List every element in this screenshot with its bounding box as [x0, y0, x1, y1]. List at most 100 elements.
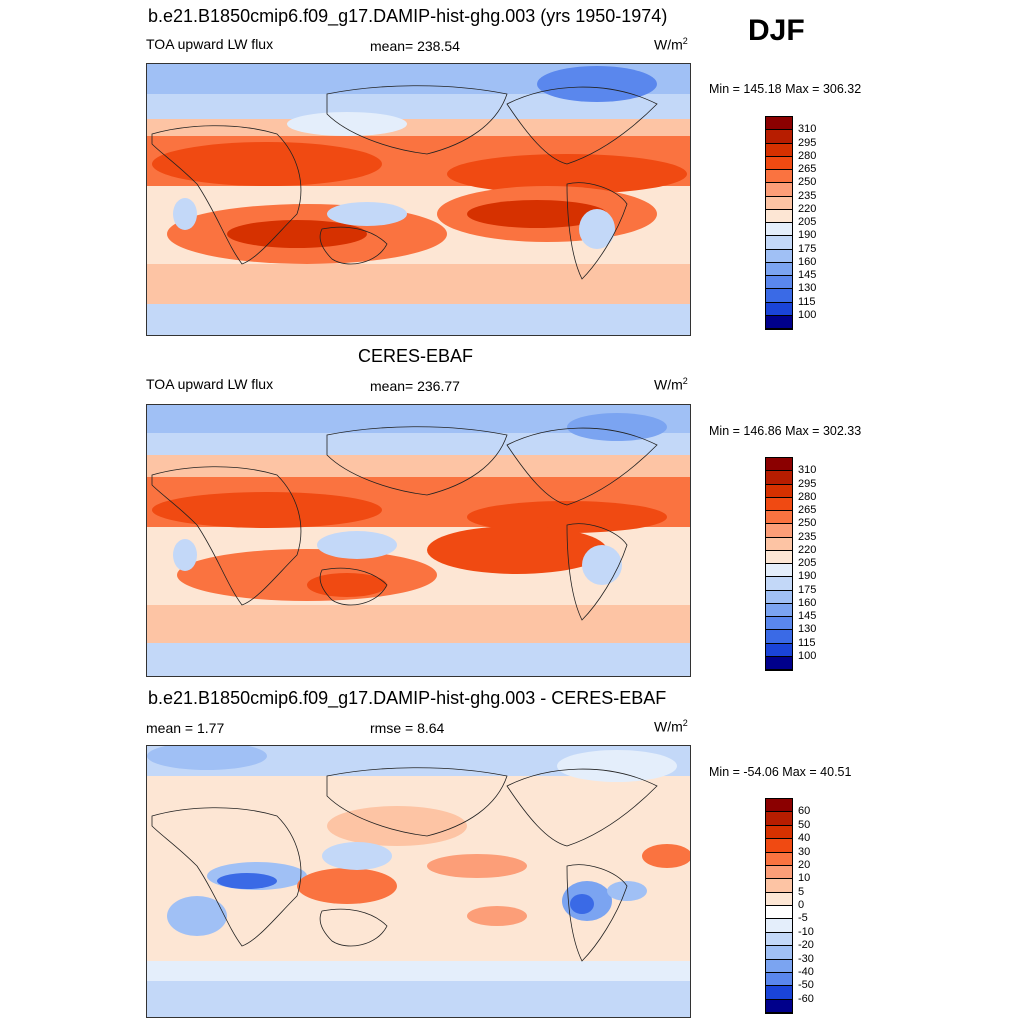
colorbar-cell [766, 959, 792, 973]
colorbar-cell [766, 289, 792, 303]
colorbar-label: 280 [798, 149, 817, 162]
colorbar-label: 115 [798, 295, 816, 308]
colorbar-cell [766, 839, 792, 853]
panel-2-minmax: Min = 146.86 Max = 302.33 [709, 424, 862, 438]
colorbar-label: -60 [798, 992, 814, 1005]
panel-2-colorbar [765, 457, 793, 671]
colorbar-label: 235 [798, 189, 817, 202]
colorbar-cell [766, 550, 792, 564]
colorbar-label: 10 [798, 872, 811, 885]
colorbar-label: 145 [798, 610, 817, 622]
colorbar-label: 5 [798, 885, 805, 898]
colorbar-cell [766, 156, 792, 170]
colorbar-cell [766, 932, 792, 947]
panel-2-title: CERES-EBAF [358, 346, 474, 366]
colorbar-cell [766, 458, 792, 472]
colorbar-label: 295 [798, 136, 817, 149]
colorbar-cell [766, 170, 792, 184]
colorbar-cell [766, 825, 792, 840]
colorbar-cell [766, 117, 792, 131]
colorbar-cell [766, 315, 792, 329]
colorbar-cell [766, 223, 792, 237]
panel-1-title: b.e21.B1850cmip6.f09_g17.DAMIP-hist-ghg.… [148, 6, 668, 26]
colorbar-label: 190 [798, 570, 817, 583]
colorbar-cell [766, 262, 792, 276]
colorbar-label: 220 [798, 202, 817, 215]
colorbar-label: 40 [798, 832, 811, 845]
colorbar-cell [766, 130, 792, 144]
colorbar-cell [766, 524, 792, 538]
colorbar-label: 130 [798, 623, 817, 636]
panel-1-units: W/m2 [654, 36, 688, 53]
panel-3-title: b.e21.B1850cmip6.f09_g17.DAMIP-hist-ghg.… [148, 688, 667, 708]
colorbar-cell [766, 972, 792, 987]
panel-3-rmse-label: rmse = 8.64 [370, 720, 445, 736]
colorbar-label: 190 [798, 229, 817, 242]
colorbar-cell [766, 302, 792, 316]
colorbar-cell [766, 590, 792, 604]
colorbar-label: -40 [798, 965, 814, 978]
colorbar-label: -5 [798, 912, 808, 925]
colorbar-cell [766, 906, 792, 920]
colorbar-cell [766, 577, 792, 591]
colorbar-label: 310 [798, 464, 817, 477]
colorbar-cell [766, 537, 792, 551]
colorbar-cell [766, 919, 792, 933]
colorbar-cell [766, 276, 792, 290]
panel-1-mean-label: mean= 238.54 [370, 38, 460, 54]
panel-3-mean-label: mean = 1.77 [146, 720, 225, 736]
colorbar-cell [766, 511, 792, 525]
colorbar-cell [766, 209, 792, 223]
panel-2-map [146, 404, 691, 677]
colorbar-cell [766, 656, 792, 670]
colorbar-label: 310 [798, 123, 817, 136]
colorbar-label: 50 [798, 818, 811, 831]
colorbar-label: 220 [798, 543, 817, 556]
colorbar-cell [766, 484, 792, 498]
colorbar-label: 295 [798, 477, 817, 490]
colorbar-cell [766, 497, 792, 511]
colorbar-cell [766, 643, 792, 657]
colorbar-cell [766, 603, 792, 617]
panel-3-units: W/m2 [654, 718, 688, 735]
colorbar-label: 250 [798, 176, 817, 189]
colorbar-label: -30 [798, 952, 814, 965]
panel-3-map [146, 745, 691, 1018]
colorbar-label: 175 [798, 583, 817, 596]
colorbar-label: 205 [798, 216, 817, 228]
colorbar-label: 235 [798, 530, 817, 543]
panel-2-units: W/m2 [654, 376, 688, 393]
colorbar-label: 250 [798, 517, 817, 530]
colorbar-cell [766, 892, 792, 906]
panel-3-colorbar [765, 798, 793, 1014]
colorbar-label: 265 [798, 163, 817, 175]
colorbar-cell [766, 852, 792, 866]
colorbar-label: 265 [798, 504, 817, 516]
colorbar-cell [766, 946, 792, 960]
colorbar-cell [766, 564, 792, 578]
colorbar-cell [766, 865, 792, 880]
colorbar-label: 0 [798, 899, 805, 911]
colorbar-label: 30 [798, 845, 811, 858]
colorbar-cell [766, 812, 792, 826]
colorbar-cell [766, 249, 792, 263]
panel-2-variable-label: TOA upward LW flux [146, 376, 274, 392]
colorbar-cell [766, 196, 792, 210]
colorbar-cell [766, 986, 792, 1000]
colorbar-cell [766, 879, 792, 893]
colorbar-cell [766, 799, 792, 813]
panel-3-minmax: Min = -54.06 Max = 40.51 [709, 765, 852, 779]
colorbar-cell [766, 471, 792, 485]
colorbar-cell [766, 143, 792, 157]
panel-1-map [146, 63, 691, 336]
panel-2-mean-label: mean= 236.77 [370, 378, 460, 394]
colorbar-label: 100 [798, 649, 817, 662]
colorbar-cell [766, 183, 792, 197]
colorbar-label: 160 [798, 596, 817, 609]
colorbar-label: 280 [798, 490, 817, 503]
colorbar-cell [766, 630, 792, 644]
colorbar-label: 130 [798, 282, 817, 295]
colorbar-label: 60 [798, 805, 811, 818]
panel-1-minmax: Min = 145.18 Max = 306.32 [709, 82, 862, 96]
colorbar-label: -20 [798, 939, 814, 952]
